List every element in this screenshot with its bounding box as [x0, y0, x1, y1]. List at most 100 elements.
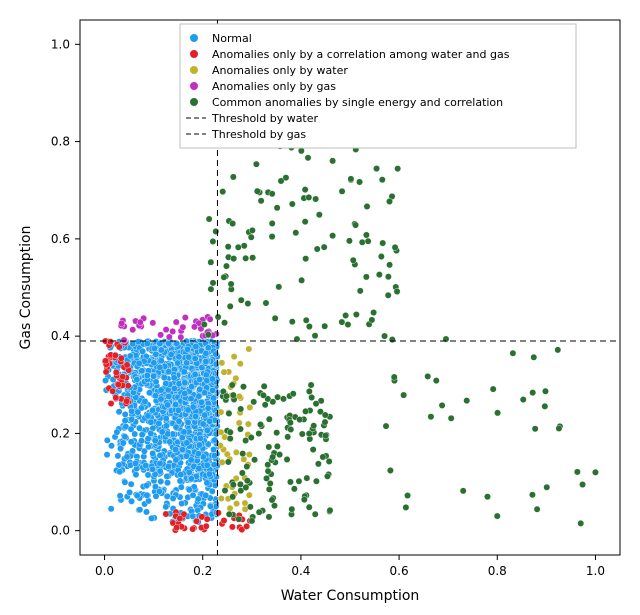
data-point — [166, 368, 172, 374]
data-point — [153, 493, 159, 499]
data-point — [164, 493, 170, 499]
data-point — [175, 360, 181, 366]
data-point — [400, 392, 406, 398]
data-point — [177, 515, 183, 521]
data-point — [118, 320, 124, 326]
data-point — [215, 314, 221, 320]
data-point — [265, 468, 271, 474]
data-point — [237, 481, 243, 487]
data-point — [296, 416, 302, 422]
data-point — [322, 419, 328, 425]
data-point — [209, 488, 215, 494]
data-point — [308, 382, 314, 388]
data-point — [176, 418, 182, 424]
data-point — [303, 317, 309, 323]
y-tick-label: 0.0 — [51, 524, 70, 538]
data-point — [102, 358, 108, 364]
data-point — [229, 494, 235, 500]
data-point — [185, 354, 191, 360]
data-point — [312, 511, 318, 517]
legend-label: Threshold by gas — [211, 128, 306, 141]
data-point — [196, 393, 202, 399]
data-point — [181, 369, 187, 375]
data-point — [321, 244, 327, 250]
data-point — [196, 465, 202, 471]
data-point — [200, 421, 206, 427]
data-point — [133, 471, 139, 477]
data-point — [117, 493, 123, 499]
data-point — [122, 411, 128, 417]
data-point — [138, 438, 144, 444]
data-point — [210, 238, 216, 244]
data-point — [363, 232, 369, 238]
data-point — [188, 457, 194, 463]
data-point — [108, 400, 114, 406]
data-point — [306, 388, 312, 394]
data-point — [381, 333, 387, 339]
data-point — [302, 408, 308, 414]
data-point — [287, 479, 293, 485]
data-point — [346, 238, 352, 244]
x-tick-label: 0.6 — [390, 564, 409, 578]
data-point — [359, 239, 365, 245]
data-point — [237, 426, 243, 432]
data-point — [247, 504, 253, 510]
data-point — [556, 425, 562, 431]
data-point — [326, 458, 332, 464]
data-point — [143, 462, 149, 468]
data-point — [531, 354, 537, 360]
data-point — [139, 348, 145, 354]
data-point — [322, 323, 328, 329]
data-point — [112, 352, 118, 358]
data-point — [192, 413, 198, 419]
data-point — [289, 506, 295, 512]
data-point — [204, 462, 210, 468]
legend-marker — [190, 66, 198, 74]
data-point — [180, 324, 186, 330]
data-point — [244, 463, 250, 469]
data-point — [233, 449, 239, 455]
data-point — [269, 191, 275, 197]
data-point — [256, 430, 262, 436]
data-point — [151, 360, 157, 366]
data-point — [322, 433, 328, 439]
data-point — [271, 502, 277, 508]
data-point — [163, 511, 169, 517]
data-point — [144, 372, 150, 378]
data-point — [192, 355, 198, 361]
data-point — [385, 292, 391, 298]
data-point — [386, 262, 392, 268]
data-point — [313, 478, 319, 484]
data-point — [230, 174, 236, 180]
data-point — [376, 271, 382, 277]
data-point — [223, 393, 229, 399]
data-point — [150, 320, 156, 326]
data-point — [117, 469, 123, 475]
data-point — [327, 507, 333, 513]
data-point — [178, 484, 184, 490]
data-point — [184, 346, 190, 352]
y-tick-label: 0.6 — [51, 232, 70, 246]
data-point — [308, 394, 314, 400]
data-point — [464, 397, 470, 403]
data-point — [104, 451, 110, 457]
data-point — [403, 504, 409, 510]
data-point — [210, 280, 216, 286]
data-point — [302, 186, 308, 192]
data-point — [248, 234, 254, 240]
data-point — [555, 347, 561, 353]
data-point — [240, 383, 246, 389]
data-point — [121, 337, 127, 343]
data-point — [288, 426, 294, 432]
data-point — [266, 486, 272, 492]
legend-marker — [190, 98, 198, 106]
data-point — [266, 514, 272, 520]
data-point — [592, 469, 598, 475]
data-point — [322, 412, 328, 418]
data-point — [304, 475, 310, 481]
data-point — [178, 500, 184, 506]
data-point — [369, 317, 375, 323]
data-point — [316, 211, 322, 217]
data-point — [185, 407, 191, 413]
data-point — [157, 332, 163, 338]
